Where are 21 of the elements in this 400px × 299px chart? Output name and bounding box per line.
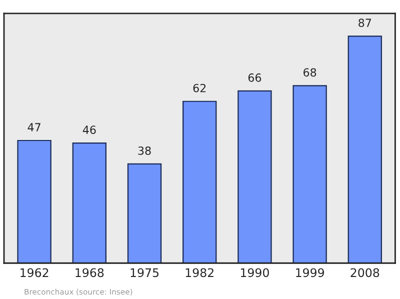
data-label: 62 xyxy=(193,84,206,92)
x-tick-label: 1982 xyxy=(186,268,214,278)
data-label: 38 xyxy=(138,146,151,155)
x-tick-label: 1975 xyxy=(130,268,158,278)
x-tick-label: 2008 xyxy=(350,268,380,278)
x-tick-label: 1990 xyxy=(240,268,269,278)
data-label: 68 xyxy=(304,68,316,77)
data-label: 66 xyxy=(248,73,262,82)
bar xyxy=(17,140,52,264)
bar xyxy=(238,90,272,264)
bar xyxy=(348,36,382,264)
data-label: 47 xyxy=(28,123,40,132)
bar xyxy=(292,85,327,264)
x-tick-label: 1999 xyxy=(296,268,324,278)
bar xyxy=(182,100,217,264)
x-tick-label: 1962 xyxy=(20,268,48,278)
data-label: 87 xyxy=(358,18,372,28)
data-label: 46 xyxy=(82,126,96,134)
bar xyxy=(72,142,106,264)
x-tick-label: 1968 xyxy=(76,268,104,278)
bar xyxy=(127,163,162,264)
